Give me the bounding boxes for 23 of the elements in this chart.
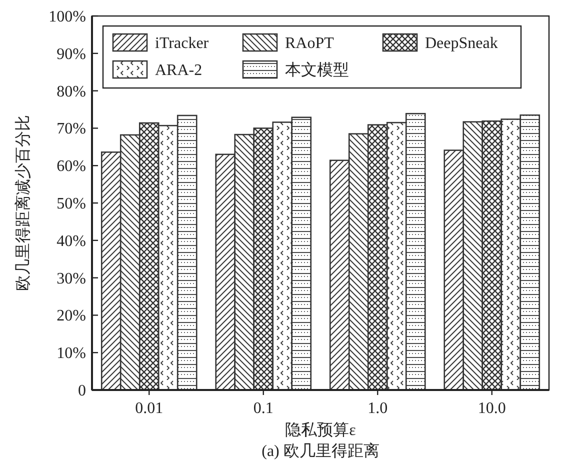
y-tick-label: 40%: [56, 232, 86, 250]
legend-label: ARA-2: [155, 62, 202, 79]
y-tick-label: 10%: [56, 345, 86, 362]
y-tick-label: 100%: [48, 8, 86, 26]
y-tick-label: 20%: [56, 308, 86, 325]
legend-label: iTracker: [155, 35, 210, 52]
x-tick-label: 0.01: [135, 400, 164, 417]
y-tick-label: 80%: [56, 83, 86, 100]
x-tick-label: 1.0: [368, 400, 388, 417]
y-tick-label: 70%: [56, 120, 86, 138]
y-tick-label: 60%: [56, 158, 86, 176]
y-tick-label: 0: [78, 382, 86, 400]
text: (a) 欧几里得距离: [262, 442, 380, 460]
y-axis-title: 欧几里得距离减少百分比: [14, 115, 32, 291]
x-tick-label: 0.1: [253, 400, 274, 417]
y-tick-label: 50%: [56, 196, 86, 212]
legend-label: DeepSneak: [425, 35, 498, 52]
x-axis-title: 隐私预算ε: [285, 421, 356, 439]
x-tick-label: 10.0: [478, 400, 506, 417]
legend-label: RAoPT: [285, 35, 334, 52]
y-tick-label: 30%: [56, 270, 86, 288]
legend-label: 本文模型: [285, 61, 349, 79]
y-tick-label: 90%: [56, 46, 86, 63]
